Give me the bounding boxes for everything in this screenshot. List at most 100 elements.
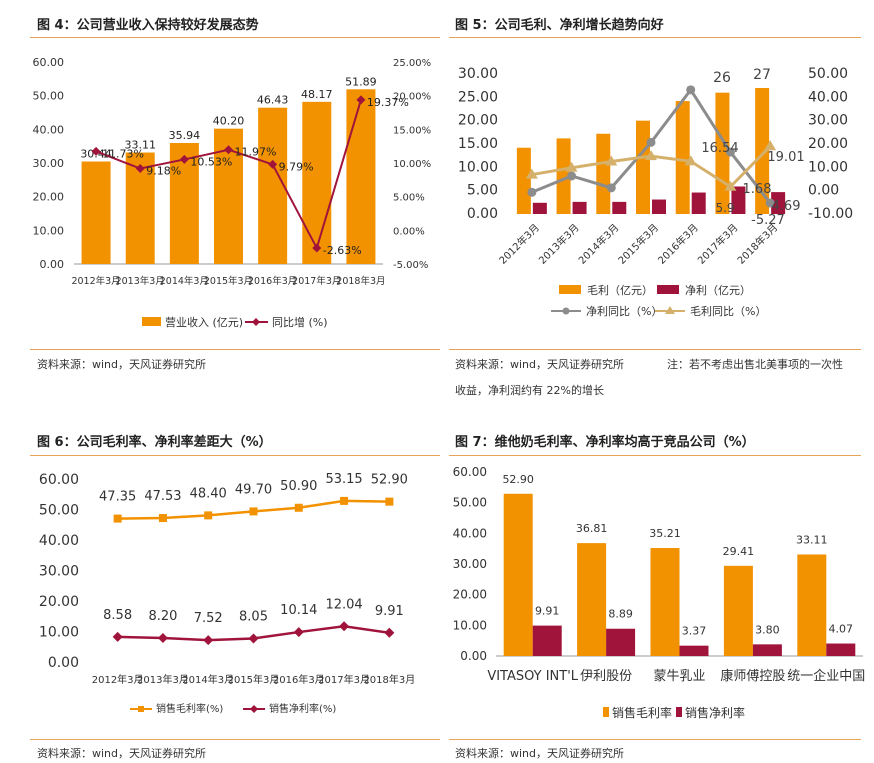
chart7-bar-net <box>826 643 856 656</box>
chart6-source: 资料来源：wind，天风证券研究所 <box>37 747 207 760</box>
chart7-y-axis-tick-label: 0.00 <box>460 649 487 663</box>
chart5-gross-growth-point <box>525 168 538 179</box>
chart6-point-label: 49.70 <box>235 482 272 497</box>
chart4-growth-point <box>224 145 233 155</box>
chart7-bar-label-gross: 52.90 <box>502 473 534 486</box>
chart5-net-growth-point <box>686 85 696 95</box>
chart5-net-growth-point <box>765 198 775 208</box>
chart5-bar-gross <box>596 133 611 214</box>
chart6-point-net <box>203 635 214 646</box>
chart4-x-tick-label: 2013年3月 <box>116 275 165 287</box>
chart6-point-label: 52.90 <box>371 473 408 488</box>
chart4-bar <box>302 101 332 264</box>
chart7-bar-label-net: 8.89 <box>608 608 633 621</box>
chart4-y2-axis-tick-label: 10.00% <box>393 159 431 170</box>
chart7-y-axis-tick-label: 40.00 <box>453 526 487 540</box>
chart6-y-axis-tick-label: 30.00 <box>39 564 79 580</box>
chart4-y2-axis-tick-label: 25.00% <box>393 58 431 69</box>
chart4-growth-label: 9.18% <box>146 165 181 178</box>
chart7-y-axis-tick-label: 30.00 <box>453 557 487 571</box>
chart4-bar-label: 35.94 <box>169 129 201 142</box>
chart4-title: 图 4：公司营业收入保持较好发展态势 <box>37 18 259 33</box>
chart5-bar-net <box>652 199 666 214</box>
chart4-y2-axis-tick-label: -5.00% <box>393 260 428 271</box>
chart6-point-gross <box>249 507 258 516</box>
chart5-legend-swatch-gross <box>559 285 581 294</box>
chart7-source: 资料来源：wind，天风证券研究所 <box>455 747 625 760</box>
chart7-bar-gross <box>797 554 827 656</box>
chart4-bar-label: 33.11 <box>124 139 156 152</box>
chart5-annotation: 4.69 <box>772 199 801 214</box>
chart5-y-axis-tick-label: 25.00 <box>458 89 498 105</box>
chart7-bar-net <box>679 645 709 656</box>
chart4-growth-label: 9.79% <box>279 160 314 173</box>
chart4-growth-point <box>135 164 145 174</box>
chart5-gross-growth-point <box>605 155 618 166</box>
chart5-bar-net <box>612 201 627 214</box>
chart6-point-label: 9.91 <box>375 604 404 619</box>
chart4-y2-axis-tick-label: 20.00% <box>393 92 431 103</box>
chart4-x-tick-label: 2014年3月 <box>160 275 209 287</box>
chart6-legend-gross: 销售毛利率(%) <box>156 702 223 715</box>
chart6-y-axis-tick-label: 40.00 <box>39 533 79 549</box>
chart6-point-label: 8.58 <box>103 608 132 623</box>
chart4-growth-label: 19.37% <box>367 96 409 109</box>
chart5-y-axis-tick-label: 5.00 <box>467 183 498 199</box>
chart5-annotation: 5.9 <box>715 201 734 215</box>
chart5-title: 图 5：公司毛利、净利增长趋势向好 <box>455 18 664 33</box>
chart5-legend-swatch-net <box>657 285 679 294</box>
chart5-annotation: 27 <box>753 67 771 83</box>
chart5-legend-net-growth: 净利同比（%） <box>586 304 662 318</box>
chart7-x-tick-label: 康师傅控股 <box>720 668 785 684</box>
chart7-x-tick-label: VITASOY INT'L <box>487 669 578 684</box>
chart5-bottom-rule <box>449 349 861 350</box>
chart4-legend-revenue: 营业收入 (亿元) <box>165 315 243 329</box>
chart6-top-rule <box>30 455 440 456</box>
chart5-y-axis-tick-label: 30.00 <box>458 66 498 82</box>
chart7-bar-label-gross: 35.21 <box>649 527 681 540</box>
chart6-point-label: 8.05 <box>239 609 268 624</box>
chart5-net-growth-point <box>606 183 616 193</box>
chart5-legend-marker-gross-growth <box>665 306 675 314</box>
chart6-legend-marker-net <box>250 705 258 713</box>
chart4-growth-label: -2.63% <box>323 244 362 257</box>
chart5-gross-growth-point <box>764 140 777 151</box>
chart7-bottom-rule <box>449 739 861 740</box>
chart4-y-axis-tick-label: 0.00 <box>40 258 65 271</box>
chart7-legend-net: 销售净利率 <box>685 705 745 720</box>
chart5-net-growth-point <box>646 137 656 147</box>
chart5-legend-gross: 毛利（亿元） <box>587 284 653 297</box>
chart6-point-label: 53.15 <box>325 472 362 487</box>
chart7-bar-net <box>752 644 782 656</box>
chart4-x-tick-label: 2018年3月 <box>336 275 385 287</box>
chart4-growth-label: 11.73% <box>102 147 144 160</box>
chart7-x-tick-label: 统一企业中国 <box>787 668 865 684</box>
chart5-bar-gross <box>755 88 770 214</box>
chart6-x-tick-label: 2012年3月 <box>92 673 144 686</box>
chart4-bar <box>81 161 111 264</box>
chart6-x-tick-label: 2014年3月 <box>182 673 234 686</box>
chart6-point-label: 10.14 <box>280 603 317 618</box>
chart6-x-tick-label: 2016年3月 <box>273 673 325 686</box>
chart5-legend-gross-growth: 毛利同比（%） <box>690 305 766 318</box>
chart7-x-tick-label: 蒙牛乳业 <box>653 669 705 684</box>
chart6-point-label: 47.53 <box>144 489 181 504</box>
chart5-y2-axis-tick-label: -10.00 <box>808 206 853 222</box>
chart6-y-axis-tick-label: 0.00 <box>48 655 79 671</box>
chart6-point-net <box>157 632 168 643</box>
chart6-point-net <box>339 621 350 632</box>
chart7-bar-gross <box>577 543 607 656</box>
chart6-legend-marker-gross <box>138 706 144 712</box>
chart6-point-net <box>384 627 395 638</box>
chart6-point-label: 12.04 <box>325 597 362 612</box>
chart7-bar-label-net: 4.07 <box>829 623 854 636</box>
chart6-y-axis-tick-label: 60.00 <box>39 472 79 488</box>
chart6-title: 图 6：公司毛利率、净利率差距大（%） <box>37 435 272 450</box>
chart4-y-axis-tick-label: 10.00 <box>33 224 65 237</box>
chart4-bar-label: 40.20 <box>213 115 245 128</box>
chart7-y-axis-tick-label: 60.00 <box>453 465 487 479</box>
chart7-y-axis-tick-label: 10.00 <box>453 618 487 632</box>
chart6-x-tick-label: 2015年3月 <box>228 673 280 686</box>
chart6-x-tick-label: 2018年3月 <box>363 673 415 686</box>
